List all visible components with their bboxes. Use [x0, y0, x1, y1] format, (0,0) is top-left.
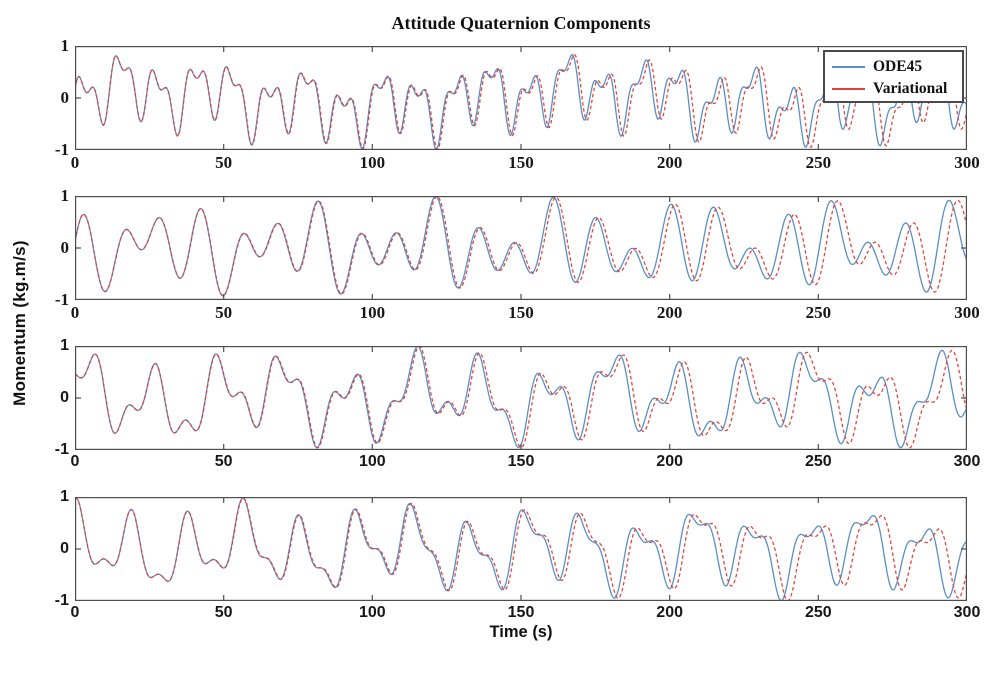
y-axis-label: Momentum (kg.m/s) — [10, 240, 29, 406]
x-tick-label: 150 — [507, 604, 535, 621]
variational-line — [75, 53, 967, 150]
x-tick-label: 100 — [359, 303, 386, 322]
x-tick-label: 0 — [70, 453, 80, 470]
x-tick-label: 300 — [953, 604, 981, 621]
x-tick-label: 50 — [215, 303, 233, 322]
x-tick-label: 100 — [358, 604, 386, 621]
x-tick-label: 300 — [954, 303, 980, 322]
legend-label-variational: Variational — [873, 80, 948, 97]
x-tick-label: 300 — [954, 153, 980, 172]
y-tick-label: 0 — [60, 540, 69, 557]
x-tick-label: 150 — [508, 153, 534, 172]
y-tick-label: -1 — [54, 290, 69, 309]
x-tick-label: 200 — [656, 453, 683, 470]
y-tick-label: 0 — [60, 389, 69, 406]
x-tick-label: 300 — [953, 453, 981, 470]
chart-title: Attitude Quaternion Components — [391, 13, 651, 33]
x-tick-label: 250 — [805, 153, 832, 172]
y-tick-label: 1 — [60, 36, 70, 55]
x-tick-label: 200 — [656, 604, 683, 621]
y-tick-label: -1 — [54, 592, 69, 609]
subplot-quaternion-4: 0 50 100 150 200 250 300 1 0 -1 — [55, 488, 981, 621]
subplot-quaternion-2: 0 50 100 150 200 250 300 1 0 -1 — [55, 186, 980, 322]
x-tick-label: 250 — [804, 604, 832, 621]
x-tick-label: 250 — [805, 303, 832, 322]
subplot-quaternion-1: 0 50 100 150 200 250 300 1 0 -1 — [55, 36, 980, 172]
x-tick-label: 0 — [70, 604, 80, 621]
axes-box — [75, 46, 967, 150]
x-tick-label: 50 — [214, 453, 233, 470]
subplot-quaternion-3: 0 50 100 150 200 250 300 1 0 -1 — [55, 337, 981, 470]
ode45-line — [75, 497, 967, 601]
y-tick-label: 0 — [60, 88, 70, 107]
ode45-line-sample-icon — [832, 66, 865, 68]
legend-entry-ode45: ODE45 — [825, 56, 962, 78]
axes-box — [75, 346, 967, 450]
variational-line — [75, 196, 967, 297]
ode45-line — [75, 346, 967, 449]
x-tick-label: 100 — [359, 153, 386, 172]
y-tick-label: 1 — [60, 337, 69, 354]
x-tick-label: 250 — [804, 453, 832, 470]
legend-entry-variational: Variational — [825, 78, 962, 100]
variational-line-sample-icon — [832, 88, 865, 90]
y-tick-label: -1 — [54, 140, 69, 159]
y-tick-label: 0 — [60, 238, 70, 257]
x-axis-label: Time (s) — [489, 623, 553, 641]
y-tick-label: 1 — [60, 186, 70, 205]
x-tick-label: 0 — [70, 303, 80, 322]
legend-box: ODE45 Variational — [823, 50, 964, 103]
y-tick-label: 1 — [60, 488, 69, 505]
x-tick-label: 150 — [507, 453, 535, 470]
x-tick-label: 150 — [508, 303, 534, 322]
x-tick-label: 50 — [215, 153, 233, 172]
x-tick-label: 0 — [70, 153, 80, 172]
x-tick-label: 200 — [656, 153, 683, 172]
x-tick-label: 100 — [358, 453, 386, 470]
x-tick-label: 50 — [214, 604, 233, 621]
x-tick-label: 200 — [656, 303, 683, 322]
variational-line — [75, 497, 967, 601]
legend-label-ode45: ODE45 — [873, 58, 923, 75]
variational-line — [75, 346, 967, 449]
y-tick-label: -1 — [54, 441, 69, 458]
axes-box — [75, 497, 967, 601]
axes-box — [75, 196, 967, 300]
